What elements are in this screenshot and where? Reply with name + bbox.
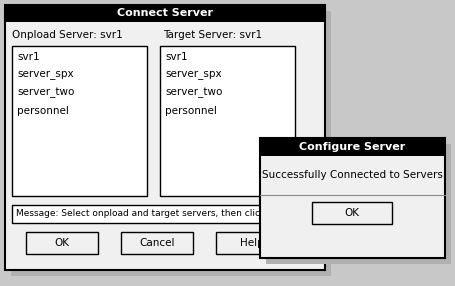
Text: Cancel: Cancel xyxy=(139,238,175,248)
Text: personnel: personnel xyxy=(165,106,217,116)
Bar xyxy=(312,202,392,224)
Text: OK: OK xyxy=(55,238,70,248)
Bar xyxy=(160,46,295,196)
Bar xyxy=(12,205,312,223)
Text: svr1: svr1 xyxy=(17,52,40,62)
Bar xyxy=(11,11,331,276)
Text: server_spx: server_spx xyxy=(17,70,74,80)
Text: Connect Server: Connect Server xyxy=(117,9,213,19)
Text: Successfully Connected to Servers: Successfully Connected to Servers xyxy=(262,170,443,180)
Text: Help: Help xyxy=(240,238,264,248)
Bar xyxy=(5,5,325,270)
Bar xyxy=(216,232,288,254)
Text: server_two: server_two xyxy=(165,88,222,98)
Text: OK: OK xyxy=(344,208,359,218)
Text: Message: Select onpload and target servers, then click OK to connect.: Message: Select onpload and target serve… xyxy=(16,210,335,219)
Text: server_two: server_two xyxy=(17,88,74,98)
Text: personnel: personnel xyxy=(17,106,69,116)
Bar xyxy=(12,46,147,196)
Bar xyxy=(121,232,193,254)
Bar xyxy=(260,138,445,156)
Bar xyxy=(260,138,445,258)
Text: Onpload Server: svr1: Onpload Server: svr1 xyxy=(12,30,123,40)
Text: Target Server: svr1: Target Server: svr1 xyxy=(163,30,262,40)
Bar xyxy=(26,232,98,254)
Bar xyxy=(5,5,325,22)
Text: svr1: svr1 xyxy=(165,52,187,62)
Text: server_spx: server_spx xyxy=(165,70,222,80)
Text: Configure Server: Configure Server xyxy=(299,142,405,152)
Bar xyxy=(266,144,451,264)
